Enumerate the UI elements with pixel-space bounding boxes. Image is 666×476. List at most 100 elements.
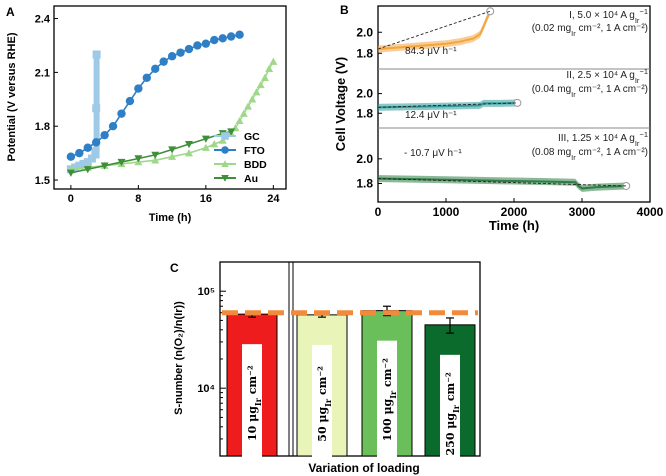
- series-fto-point: [235, 30, 244, 39]
- series-fto-point: [100, 130, 109, 140]
- legend-bdd-label: BDD: [244, 159, 267, 171]
- panel-b-ytick-label: 2.0: [356, 25, 373, 39]
- superscript: −1: [639, 67, 648, 76]
- series-fto-point: [142, 73, 151, 82]
- subplot-2-rate: 12.4 μV h⁻¹: [405, 110, 457, 121]
- series-bdd-point: [210, 140, 219, 148]
- panel-b-letter: B: [340, 3, 349, 17]
- panel-b-xtick-label: 4000: [637, 205, 664, 219]
- series-fto-point: [91, 138, 101, 147]
- bar-4-label-box: [440, 354, 460, 473]
- subplot-3-label-line2: (0.08 mgIr cm⁻², 1 A cm⁻²): [532, 147, 648, 162]
- panel-a-ticks: 0 8 16 24 1.5 1.8 2.1 2.4: [35, 14, 281, 205]
- subscript: Ir: [253, 397, 263, 406]
- series-fto-point: [201, 39, 211, 48]
- series-fto-point: [210, 35, 219, 45]
- series-fto-point: [226, 32, 236, 41]
- series-bdd-point: [265, 64, 274, 72]
- subplot-3-label-line1: III, 1.25 × 10⁴ A gIr−1: [558, 130, 648, 148]
- series-fto-point: [176, 48, 185, 57]
- panel-a-ytick-label: 1.8: [35, 121, 50, 133]
- series-au-point: [151, 151, 160, 159]
- panel-a-xtick-label: 16: [200, 193, 212, 205]
- subplot-1-end-marker: [486, 7, 495, 16]
- series-bdd-point: [248, 95, 257, 103]
- panel-b-ytick-label: 2.0: [356, 87, 373, 101]
- subplot-1-label-line2: (0.02 mgIr cm⁻², 1 A cm⁻²): [532, 23, 648, 38]
- bar-2-label-box: [312, 344, 332, 463]
- panel-a-series: [66, 30, 278, 177]
- label-rest: cm⁻²: [444, 372, 457, 405]
- panel-a-ylabel: Potential (V versus RHE): [6, 32, 18, 161]
- panel-a-legend: GC FTO BDD Au: [214, 131, 267, 185]
- panel-b-xtick-label: 0: [375, 205, 382, 219]
- series-gc-point: [83, 158, 92, 167]
- panel-c-letter: C: [170, 261, 179, 275]
- series-bdd-point: [244, 102, 253, 110]
- series-fto-point: [159, 57, 168, 66]
- bar-1-label-box: [242, 344, 262, 463]
- legend-au-label: Au: [244, 173, 258, 185]
- series-au-point: [134, 155, 143, 163]
- bar-3-label: 100 μgIr cm⁻²: [381, 358, 398, 441]
- subscript: Ir: [635, 16, 640, 25]
- label-rest: cm⁻²: [381, 358, 394, 391]
- legend-bdd-marker: [221, 160, 229, 168]
- bar-3-label-box: [377, 340, 397, 459]
- panel-a-letter: A: [6, 5, 15, 19]
- bar-4-label: 250 μgIr cm⁻²: [444, 372, 461, 455]
- label-rest: cm⁻²: [246, 365, 259, 398]
- panel-a-xlabel: Time (h): [149, 212, 192, 224]
- panel-a-xtick-label: 8: [135, 193, 141, 205]
- panel-b-xlabel: Time (h): [489, 218, 539, 233]
- panel-a: A 0 8 16 24 1.5 1.8 2.1 2.4 Time (h) Potential …: [6, 5, 287, 224]
- subplot-3-end-marker: [622, 181, 631, 190]
- panel-b-ytick-label: 1.8: [356, 106, 373, 120]
- panel-b: B 0 1000 2000 3000 4000 2.0 1.8 I, 5.0 × 10⁴ A …: [333, 3, 664, 233]
- series-au-point: [66, 169, 75, 177]
- subscript: Ir: [571, 153, 576, 162]
- legend-fto-marker: [221, 146, 229, 154]
- subscript: Ir: [635, 76, 640, 85]
- label-rest: cm⁻², 1 A cm⁻²): [576, 23, 648, 34]
- subplot-3-band: [378, 175, 627, 192]
- series-bdd-point: [269, 57, 278, 65]
- subscript: Ir: [323, 398, 333, 407]
- label-rest: cm⁻²: [316, 366, 329, 399]
- superscript: −1: [639, 7, 648, 16]
- series-gc-point: [92, 104, 101, 113]
- label-rest: cm⁻², 1 A cm⁻²): [576, 84, 648, 95]
- subplot-3-trend: [377, 178, 627, 187]
- series-fto-point: [125, 96, 135, 106]
- series-au-point: [168, 146, 177, 154]
- panel-a-xtick-label: 24: [267, 193, 280, 205]
- panel-c: C 10⁵ 10⁴ 10 μgIr cm⁻² 50 μgIr cm⁻² 100 μgIr…: [170, 261, 481, 475]
- series-au-point: [227, 128, 236, 136]
- panel-c-xlabel: Variation of loading: [308, 461, 419, 475]
- series-bdd-point: [168, 152, 177, 160]
- series-fto-point: [117, 109, 126, 118]
- subscript: Ir: [451, 404, 461, 413]
- series-fto-point: [83, 143, 92, 152]
- series-bdd-point: [151, 156, 160, 164]
- subscript: Ir: [388, 390, 398, 399]
- series-bdd-point: [218, 136, 227, 144]
- panel-c-ylabel: S-number (n(O₂)/n(Ir)): [173, 301, 185, 415]
- panel-a-frame: [53, 5, 287, 190]
- series-au-point: [117, 158, 126, 167]
- bar-1-label: 10 μgIr cm⁻²: [246, 365, 263, 441]
- series-au-point: [100, 162, 109, 170]
- panel-b-xtick-label: 3000: [569, 205, 596, 219]
- subscript: Ir: [571, 29, 576, 38]
- series-fto-point: [66, 152, 76, 161]
- panel-b-ylabel: Cell Voltage (V): [333, 57, 348, 151]
- series-gc-point: [71, 163, 80, 172]
- panel-b-xtick-label: 2000: [501, 205, 528, 219]
- series-bdd-point: [252, 88, 261, 96]
- subplot-1-rate: 84.3 μV h⁻¹: [405, 46, 457, 57]
- panel-b-ytick-label: 2.0: [356, 152, 373, 166]
- series-fto-point: [184, 44, 194, 54]
- bar-2-label: 50 μgIr cm⁻²: [316, 366, 333, 442]
- series-fto-point: [218, 34, 227, 43]
